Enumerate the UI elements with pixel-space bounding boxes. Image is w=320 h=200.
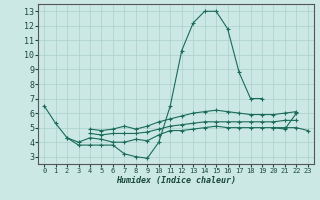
X-axis label: Humidex (Indice chaleur): Humidex (Indice chaleur): [116, 176, 236, 185]
